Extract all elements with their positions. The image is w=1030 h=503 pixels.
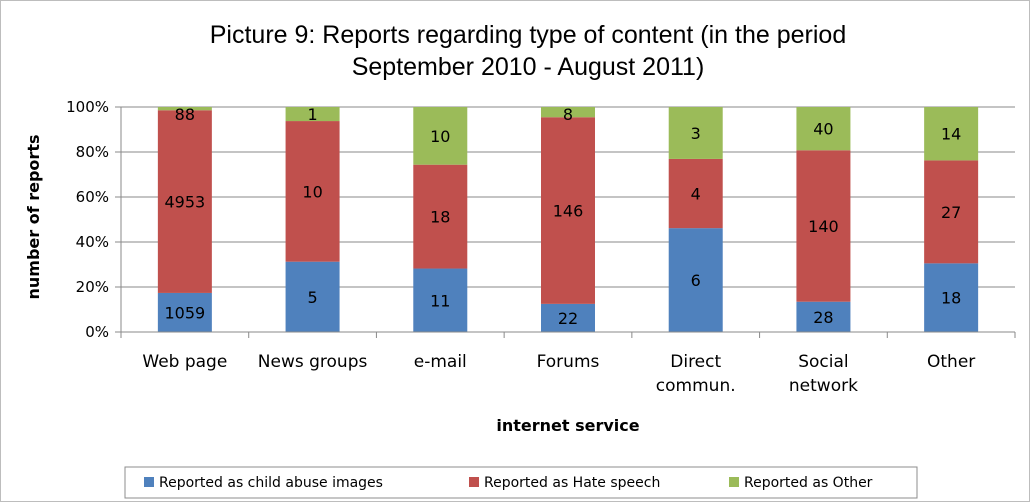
data-label: 4953 <box>164 193 205 212</box>
y-axis-title: number of reports <box>24 135 43 300</box>
chart-title-line-1: Picture 9: Reports regarding type of con… <box>210 21 846 49</box>
data-label: 10 <box>430 127 450 146</box>
legend-swatch <box>144 477 154 487</box>
data-label: 4 <box>691 185 701 204</box>
x-tick-label: commun. <box>656 376 736 396</box>
bar-segment <box>668 158 723 229</box>
legend-swatch <box>729 477 739 487</box>
data-label: 5 <box>307 288 317 307</box>
x-axis-categories: Web page News groups e-mail Forums Direct com… <box>142 352 975 396</box>
bar-segment <box>413 164 468 269</box>
data-label: 11 <box>430 291 450 310</box>
data-label: 1059 <box>164 303 205 322</box>
bar-segment <box>668 107 723 159</box>
x-tick-label: News groups <box>258 352 368 372</box>
bar-segment <box>413 107 468 165</box>
bar-segment <box>668 228 723 332</box>
bars: 1059495388510111181022146864328140401827… <box>157 105 979 332</box>
data-label: 3 <box>691 124 701 143</box>
chart-title-line-2: September 2010 - August 2011) <box>352 53 705 81</box>
y-axis-ticks: 0% 20% 40% 60% 80% 100% <box>66 98 121 341</box>
data-label: 22 <box>558 309 578 328</box>
x-tick-label: network <box>789 376 858 396</box>
data-label: 8 <box>563 105 573 124</box>
data-label: 40 <box>813 120 833 139</box>
data-label: 1 <box>307 105 317 124</box>
bar-segment <box>924 263 979 332</box>
bar-segment <box>541 303 595 332</box>
x-tick-label: Web page <box>142 352 227 372</box>
data-label: 14 <box>941 125 961 144</box>
data-label: 10 <box>302 182 322 201</box>
bar-segment <box>285 107 340 122</box>
x-tick-label: Other <box>927 352 975 372</box>
legend-box <box>124 466 918 499</box>
data-label: 18 <box>430 208 450 227</box>
legend-label: Reported as Other <box>744 475 873 491</box>
data-label: 146 <box>553 202 584 221</box>
bar-segment <box>413 268 468 332</box>
legend-label: Reported as child abuse images <box>159 475 383 491</box>
x-axis-title: internet service <box>496 416 639 435</box>
bar-segment <box>796 301 851 332</box>
legend-swatch <box>469 477 479 487</box>
bar-segment <box>541 107 595 118</box>
chart-title: Picture 9: Reports regarding type of con… <box>210 21 846 81</box>
legend-label: Reported as Hate speech <box>484 475 660 491</box>
x-axis <box>120 107 1016 338</box>
bar-segment <box>541 117 595 304</box>
y-tick-label: 60% <box>76 188 109 206</box>
bar-segment <box>285 121 340 262</box>
bar-segment <box>796 150 851 302</box>
data-label: 18 <box>941 289 961 308</box>
bar-segment <box>924 160 979 264</box>
data-label: 28 <box>813 308 833 327</box>
y-tick-label: 40% <box>76 233 109 251</box>
bar-segment <box>157 107 212 111</box>
data-label: 140 <box>808 217 839 236</box>
data-label: 88 <box>175 105 195 124</box>
x-tick-label: Direct <box>670 352 721 372</box>
bar-segment <box>157 110 212 293</box>
y-tick-label: 0% <box>85 323 109 341</box>
x-tick-label: Social <box>798 352 848 372</box>
bar-segment <box>796 107 851 151</box>
bar-segment <box>924 107 979 161</box>
y-tick-label: 80% <box>76 143 109 161</box>
legend: Reported as child abuse images Reported a… <box>124 466 918 499</box>
data-label: 6 <box>691 271 701 290</box>
bar-segment <box>157 292 212 332</box>
data-label: 27 <box>941 203 961 222</box>
y-tick-label: 100% <box>66 98 109 116</box>
x-tick-label: e-mail <box>414 352 467 372</box>
x-tick-label: Forums <box>537 352 600 372</box>
bar-segment <box>285 261 340 332</box>
y-tick-label: 20% <box>76 278 109 296</box>
